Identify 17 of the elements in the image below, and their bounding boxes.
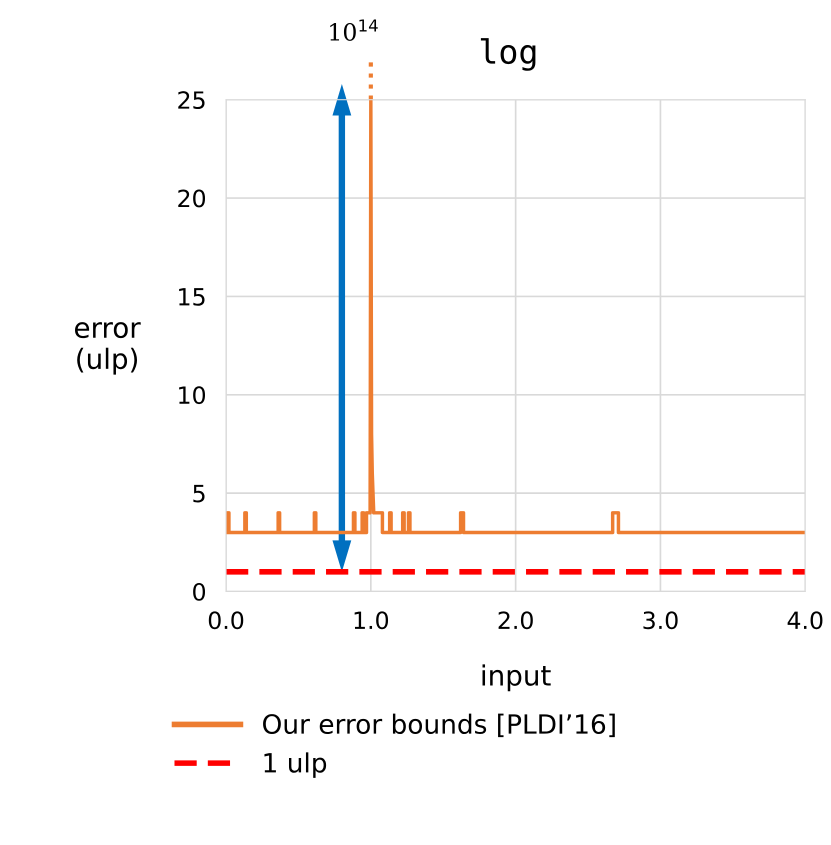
y-tick-label: 5 xyxy=(193,484,205,502)
y-tick-label: 10 xyxy=(179,386,206,404)
y-tick-label: 25 xyxy=(178,91,205,110)
legend-label: 1 ulp xyxy=(264,752,326,778)
x-tick-label: 1.0 xyxy=(354,611,388,630)
x-tick-label: 4.0 xyxy=(788,611,822,630)
x-tick-label: 2.0 xyxy=(498,611,533,630)
legend-label: Our error bounds [PLDI’16] xyxy=(263,714,615,738)
x-tick-label: 0.0 xyxy=(208,611,244,630)
y-axis-title: error (ulp) xyxy=(75,322,141,375)
x-axis-title: input xyxy=(482,664,551,692)
y-tick-label: 0 xyxy=(193,582,206,601)
text: log xyxy=(480,38,536,71)
x-tick-label: 3.0 xyxy=(643,611,678,630)
annotation: 10$^{14}$ xyxy=(330,19,378,41)
y-tick-label: 20 xyxy=(178,190,206,208)
y-tick-label: 15 xyxy=(179,288,205,306)
